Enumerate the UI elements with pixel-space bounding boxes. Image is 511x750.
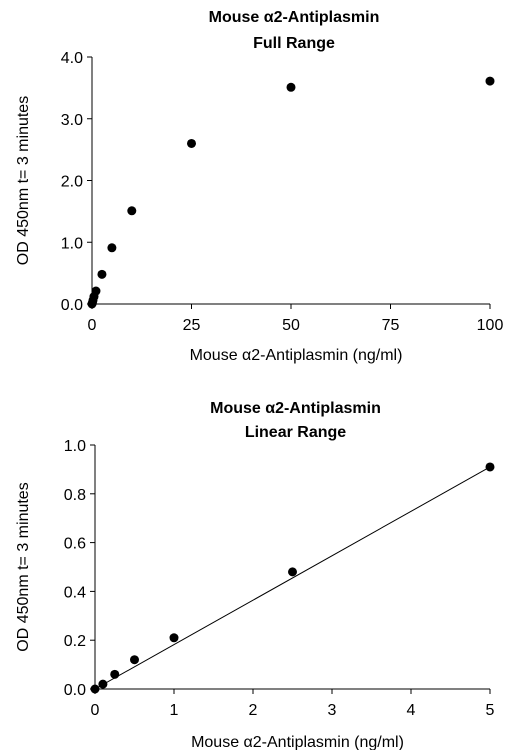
x-tick-label: 25 — [183, 317, 201, 334]
y-tick-label: 0.0 — [61, 297, 83, 314]
data-point — [169, 633, 179, 643]
data-point — [98, 679, 108, 689]
x-tick-label: 4 — [407, 702, 416, 719]
x-tick-label: 1 — [170, 702, 179, 719]
y-tick-label: 1.0 — [64, 438, 86, 455]
y-tick-label: 2.0 — [61, 174, 83, 191]
x-tick-label: 5 — [486, 702, 495, 719]
data-point — [286, 82, 296, 92]
y-tick-label: 3.0 — [61, 112, 83, 129]
y-axis-title: OD 450nm t= 3 minutes — [15, 482, 32, 651]
chart-subtitle: Linear Range — [245, 424, 346, 441]
chart-subtitle: Full Range — [253, 35, 335, 52]
y-tick-label: 1.0 — [61, 235, 83, 252]
data-point — [288, 567, 297, 577]
data-point — [107, 243, 117, 253]
y-axis-title: OD 450nm t= 3 minutes — [15, 96, 32, 265]
x-tick-label: 0 — [91, 702, 100, 719]
y-tick-label: 0.2 — [64, 633, 86, 650]
x-tick-label: 50 — [282, 317, 300, 334]
data-point — [485, 462, 495, 472]
x-tick-label: 0 — [88, 317, 97, 334]
data-point — [90, 684, 100, 694]
data-point — [110, 669, 120, 679]
data-point — [97, 269, 107, 279]
x-tick-label: 3 — [328, 702, 337, 719]
y-tick-label: 0.0 — [64, 682, 86, 699]
trendline — [94, 466, 491, 690]
data-point — [187, 138, 196, 148]
chart-title: Mouse α2-Antiplasmin — [209, 9, 380, 26]
x-tick-label: 100 — [477, 317, 504, 334]
y-tick-label: 0.8 — [64, 487, 86, 504]
data-point — [127, 206, 137, 216]
y-tick-label: 0.6 — [64, 536, 86, 553]
y-tick-label: 0.4 — [64, 584, 86, 601]
x-tick-label: 75 — [382, 317, 400, 334]
data-point — [91, 286, 101, 296]
x-axis-title: Mouse α2-Antiplasmin (ng/ml) — [190, 347, 403, 364]
chart-title: Mouse α2-Antiplasmin — [210, 400, 381, 417]
x-tick-label: 2 — [249, 702, 258, 719]
x-axis-title: Mouse α2-Antiplasmin (ng/ml) — [191, 734, 404, 750]
data-point — [485, 76, 495, 86]
data-point — [130, 655, 139, 665]
y-tick-label: 4.0 — [61, 50, 83, 67]
